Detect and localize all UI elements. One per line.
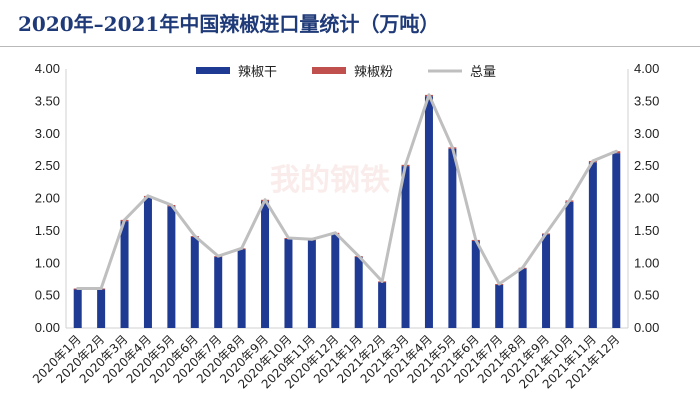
total-point xyxy=(263,198,267,202)
bar-dried-chili xyxy=(401,166,410,328)
bar-dried-chili xyxy=(120,221,129,328)
total-point xyxy=(544,231,548,235)
bar-dried-chili xyxy=(612,153,621,328)
total-point xyxy=(240,246,244,250)
y-tick-label-left: 1.00 xyxy=(35,255,60,270)
y-tick-label-left: 0.00 xyxy=(35,320,60,335)
bar-dried-chili xyxy=(424,96,433,328)
total-point xyxy=(450,145,454,149)
bar-dried-chili xyxy=(167,206,176,328)
total-point xyxy=(497,282,501,286)
y-tick-label-right: 0.00 xyxy=(634,320,659,335)
y-tick-label-left: 3.00 xyxy=(35,126,60,141)
total-point xyxy=(427,93,431,97)
total-point xyxy=(357,254,361,258)
bar-dried-chili xyxy=(214,256,223,328)
bar-dried-chili xyxy=(97,289,106,328)
bar-dried-chili xyxy=(73,289,82,328)
total-point xyxy=(404,163,408,167)
legend-item-dried: 辣椒干 xyxy=(196,65,277,80)
total-line xyxy=(77,93,617,291)
bar-dried-chili xyxy=(143,197,152,328)
legend-swatch xyxy=(312,67,346,74)
legend-item-total: 总量 xyxy=(428,65,496,80)
bar-dried-chili xyxy=(284,238,293,328)
total-point xyxy=(146,194,150,198)
bar-dried-chili xyxy=(354,256,363,328)
chart-title: 2020年–2021年中国辣椒进口量统计（万吨） xyxy=(18,12,440,36)
y-tick-label-left: 3.50 xyxy=(35,93,60,108)
y-tick-label-right: 1.50 xyxy=(634,223,659,238)
total-point xyxy=(76,287,80,291)
total-point xyxy=(310,237,314,241)
bar-dried-chili xyxy=(331,234,340,328)
total-point xyxy=(567,198,571,202)
bar-dried-chili xyxy=(471,240,480,328)
bar-dried-chili xyxy=(261,201,270,328)
total-point xyxy=(521,266,525,270)
y-tick-label-left: 4.00 xyxy=(35,61,60,76)
y-tick-label-right: 3.00 xyxy=(634,126,659,141)
bar-dried-chili xyxy=(518,268,527,328)
bar-dried-chili xyxy=(542,234,551,328)
bar-dried-chili xyxy=(565,201,574,328)
bar-dried-chili xyxy=(448,148,457,328)
bar-dried-chili xyxy=(495,284,504,328)
total-point xyxy=(216,254,220,258)
total-point xyxy=(614,149,618,153)
y-tick-label-right: 2.50 xyxy=(634,158,659,173)
legend: 辣椒干 辣椒粉 总量 xyxy=(196,65,496,80)
total-point xyxy=(123,218,127,222)
bar-dried-chili xyxy=(588,162,597,328)
legend-label: 辣椒粉 xyxy=(354,65,393,80)
total-point xyxy=(99,287,103,291)
y-tick-label-right: 1.00 xyxy=(634,255,659,270)
bar-dried-chili xyxy=(190,236,199,328)
total-point xyxy=(591,159,595,163)
legend-label: 辣椒干 xyxy=(238,65,277,80)
total-point xyxy=(169,203,173,207)
total-point xyxy=(286,236,290,240)
total-point xyxy=(193,234,197,238)
axes: 0.00 0.00 0.50 0.50 1.00 1.00 1.50 1.50 2.00 2.00… xyxy=(30,61,659,391)
legend-swatch xyxy=(196,67,230,74)
bar-dried-chili xyxy=(237,249,246,328)
line-series xyxy=(76,93,618,291)
total-point xyxy=(333,231,337,235)
watermark: 我的钢铁 xyxy=(270,163,390,198)
bar-dried-chili xyxy=(307,239,316,328)
y-tick-label-left: 2.50 xyxy=(35,158,60,173)
legend-label: 总量 xyxy=(470,65,496,80)
bar-series xyxy=(73,94,621,328)
y-tick-label-left: 2.00 xyxy=(35,191,60,206)
title-divider xyxy=(0,46,700,47)
y-tick-label-left: 1.50 xyxy=(35,223,60,238)
total-point xyxy=(474,238,478,242)
total-point xyxy=(380,279,384,283)
y-tick-label-right: 2.00 xyxy=(634,191,659,206)
y-tick-label-right: 3.50 xyxy=(634,93,659,108)
y-tick-label-right: 4.00 xyxy=(634,61,659,76)
y-tick-label-right: 0.50 xyxy=(634,288,659,303)
bar-dried-chili xyxy=(378,282,387,328)
y-tick-label-left: 0.50 xyxy=(35,288,60,303)
legend-item-powder: 辣椒粉 xyxy=(312,65,393,80)
